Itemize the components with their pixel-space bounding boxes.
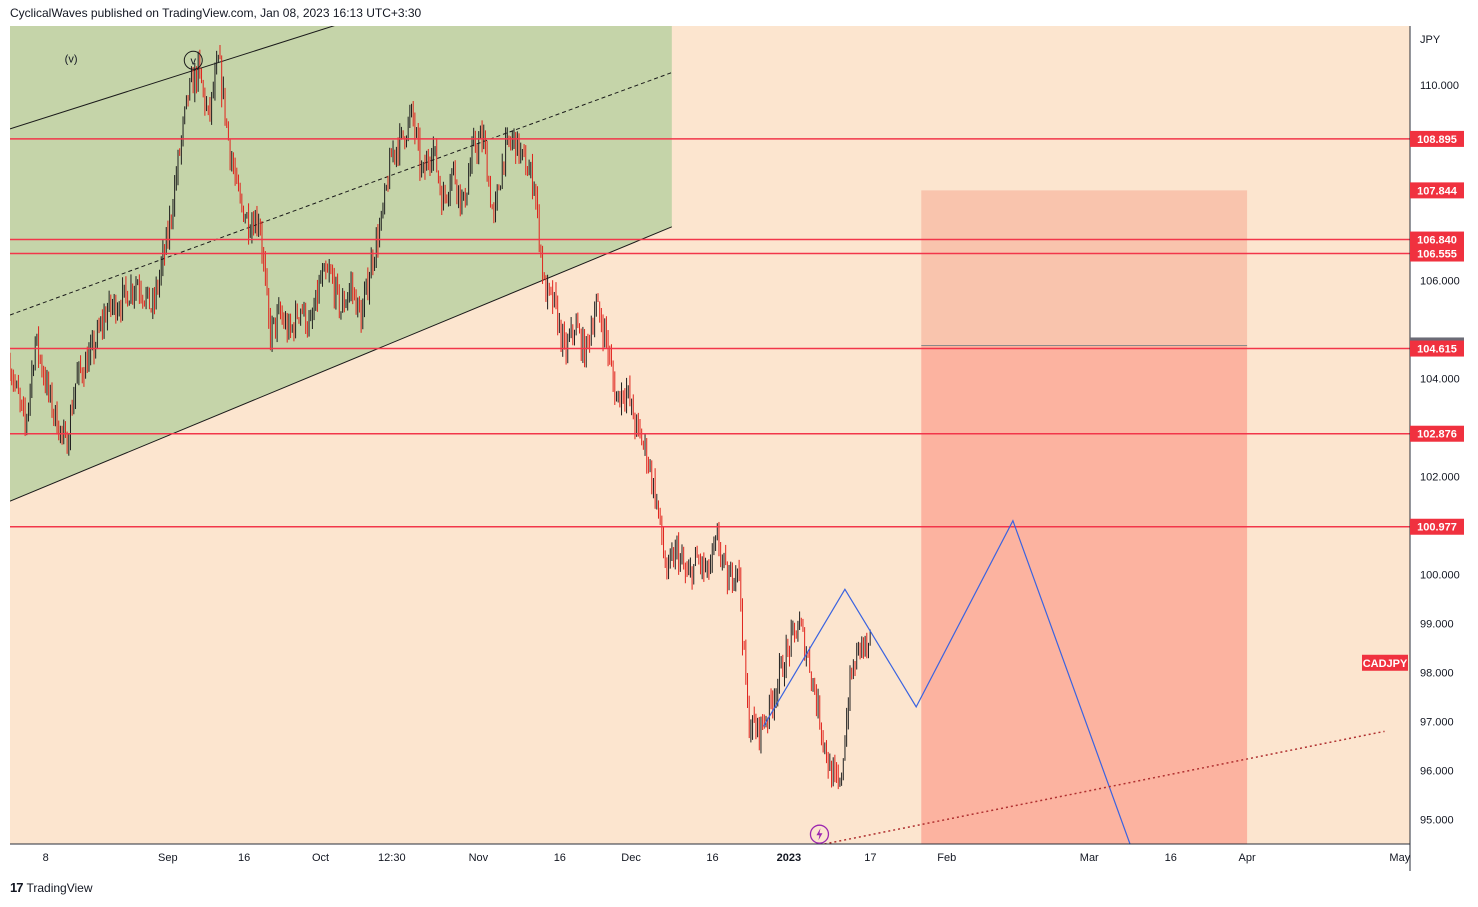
level-tag-label: 106.555 (1417, 249, 1457, 261)
level-tag (1410, 245, 1464, 262)
level-tag (1410, 182, 1464, 199)
candles (10, 45, 871, 790)
time-tick-label: 8 (43, 852, 49, 864)
price-axis[interactable]: JPY 110.000 106.000 104.000 102.000 100.000 99… (1420, 34, 1460, 827)
tradingview-logo-icon: 17 (10, 880, 24, 895)
level-tag-label: 108.895 (1417, 134, 1457, 146)
footer-brand[interactable]: 17 TradingView (10, 880, 93, 895)
price-tick-label: 100.000 (1420, 570, 1460, 582)
level-tag (1410, 425, 1464, 442)
dotted-trendline (824, 730, 1385, 844)
currency-label: JPY (1420, 34, 1441, 46)
time-tick-label: 16 (706, 852, 718, 864)
level-tag-label: 104.615 (1417, 344, 1457, 356)
wave-circle (183, 50, 203, 70)
level-tag (1410, 518, 1464, 535)
time-tick-label: Sep (158, 852, 178, 864)
time-tick-label: 2023 (777, 852, 801, 864)
time-tick-label: 16 (1165, 852, 1177, 864)
price-tick-label: 99.000 (1420, 619, 1454, 631)
time-axis-background (10, 844, 1410, 871)
time-tick-label: 17 (864, 852, 876, 864)
time-tick-label: 16 (554, 852, 566, 864)
level-tag (1410, 231, 1464, 248)
symbol-tag-label: CADJPY (1363, 658, 1408, 670)
price-axis-background (1410, 26, 1468, 871)
time-tick-label: 12:30 (378, 852, 406, 864)
time-tick-label: 16 (238, 852, 250, 864)
level-tag-label: 106.840 (1417, 235, 1457, 247)
price-tick-label: 110.000 (1420, 80, 1459, 92)
annotations: (v) v (65, 50, 830, 844)
channel-upper-line (10, 26, 335, 130)
publisher-header: CyclicalWaves published on TradingView.c… (10, 6, 422, 20)
time-tick-label: Oct (312, 852, 329, 864)
time-tick-label: May (1389, 852, 1410, 864)
time-tick-label: Dec (621, 852, 641, 864)
wave-label: (v) (65, 54, 78, 66)
target-box-lower (921, 345, 1248, 844)
level-tag (1410, 340, 1464, 357)
channel-lower-line (10, 226, 673, 502)
lightning-glyph-icon (816, 828, 823, 841)
symbol-tag (1362, 654, 1408, 671)
price-tick-label: 96.000 (1420, 766, 1454, 778)
price-tick-label: 95.000 (1420, 815, 1454, 827)
brand-text: TradingView (26, 880, 93, 895)
time-tick-label: Feb (937, 852, 956, 864)
wave-circle-label: v (191, 55, 197, 67)
level-tag-label: 107.844 (1417, 185, 1458, 197)
price-tick-label: 106.000 (1420, 276, 1460, 288)
projection-path (762, 519, 1131, 844)
level-tags: 108.895107.844106.840106.555104.678104.6… (1362, 130, 1464, 671)
time-tick-label: Mar (1080, 852, 1099, 864)
channel-median-line (10, 72, 672, 316)
level-tag (1410, 130, 1464, 147)
level-tag-label: 100.977 (1417, 522, 1457, 534)
time-tick-label: Apr (1239, 852, 1256, 864)
price-tick-label: 104.000 (1420, 374, 1460, 386)
plot-area (10, 26, 1410, 844)
price-tick-label: 97.000 (1420, 717, 1454, 729)
time-axis[interactable]: 8 Sep 16 Oct 12:30 Nov 16 Dec 16 2023 17 Feb Mar 16 Ap… (43, 852, 1411, 864)
channel-fill (10, 26, 672, 502)
target-box-upper (921, 190, 1248, 346)
level-tag-label: 102.876 (1417, 429, 1457, 441)
price-tick-label: 98.000 (1420, 668, 1454, 680)
price-tick-label: 102.000 (1420, 472, 1460, 484)
time-tick-label: Nov (469, 852, 489, 864)
